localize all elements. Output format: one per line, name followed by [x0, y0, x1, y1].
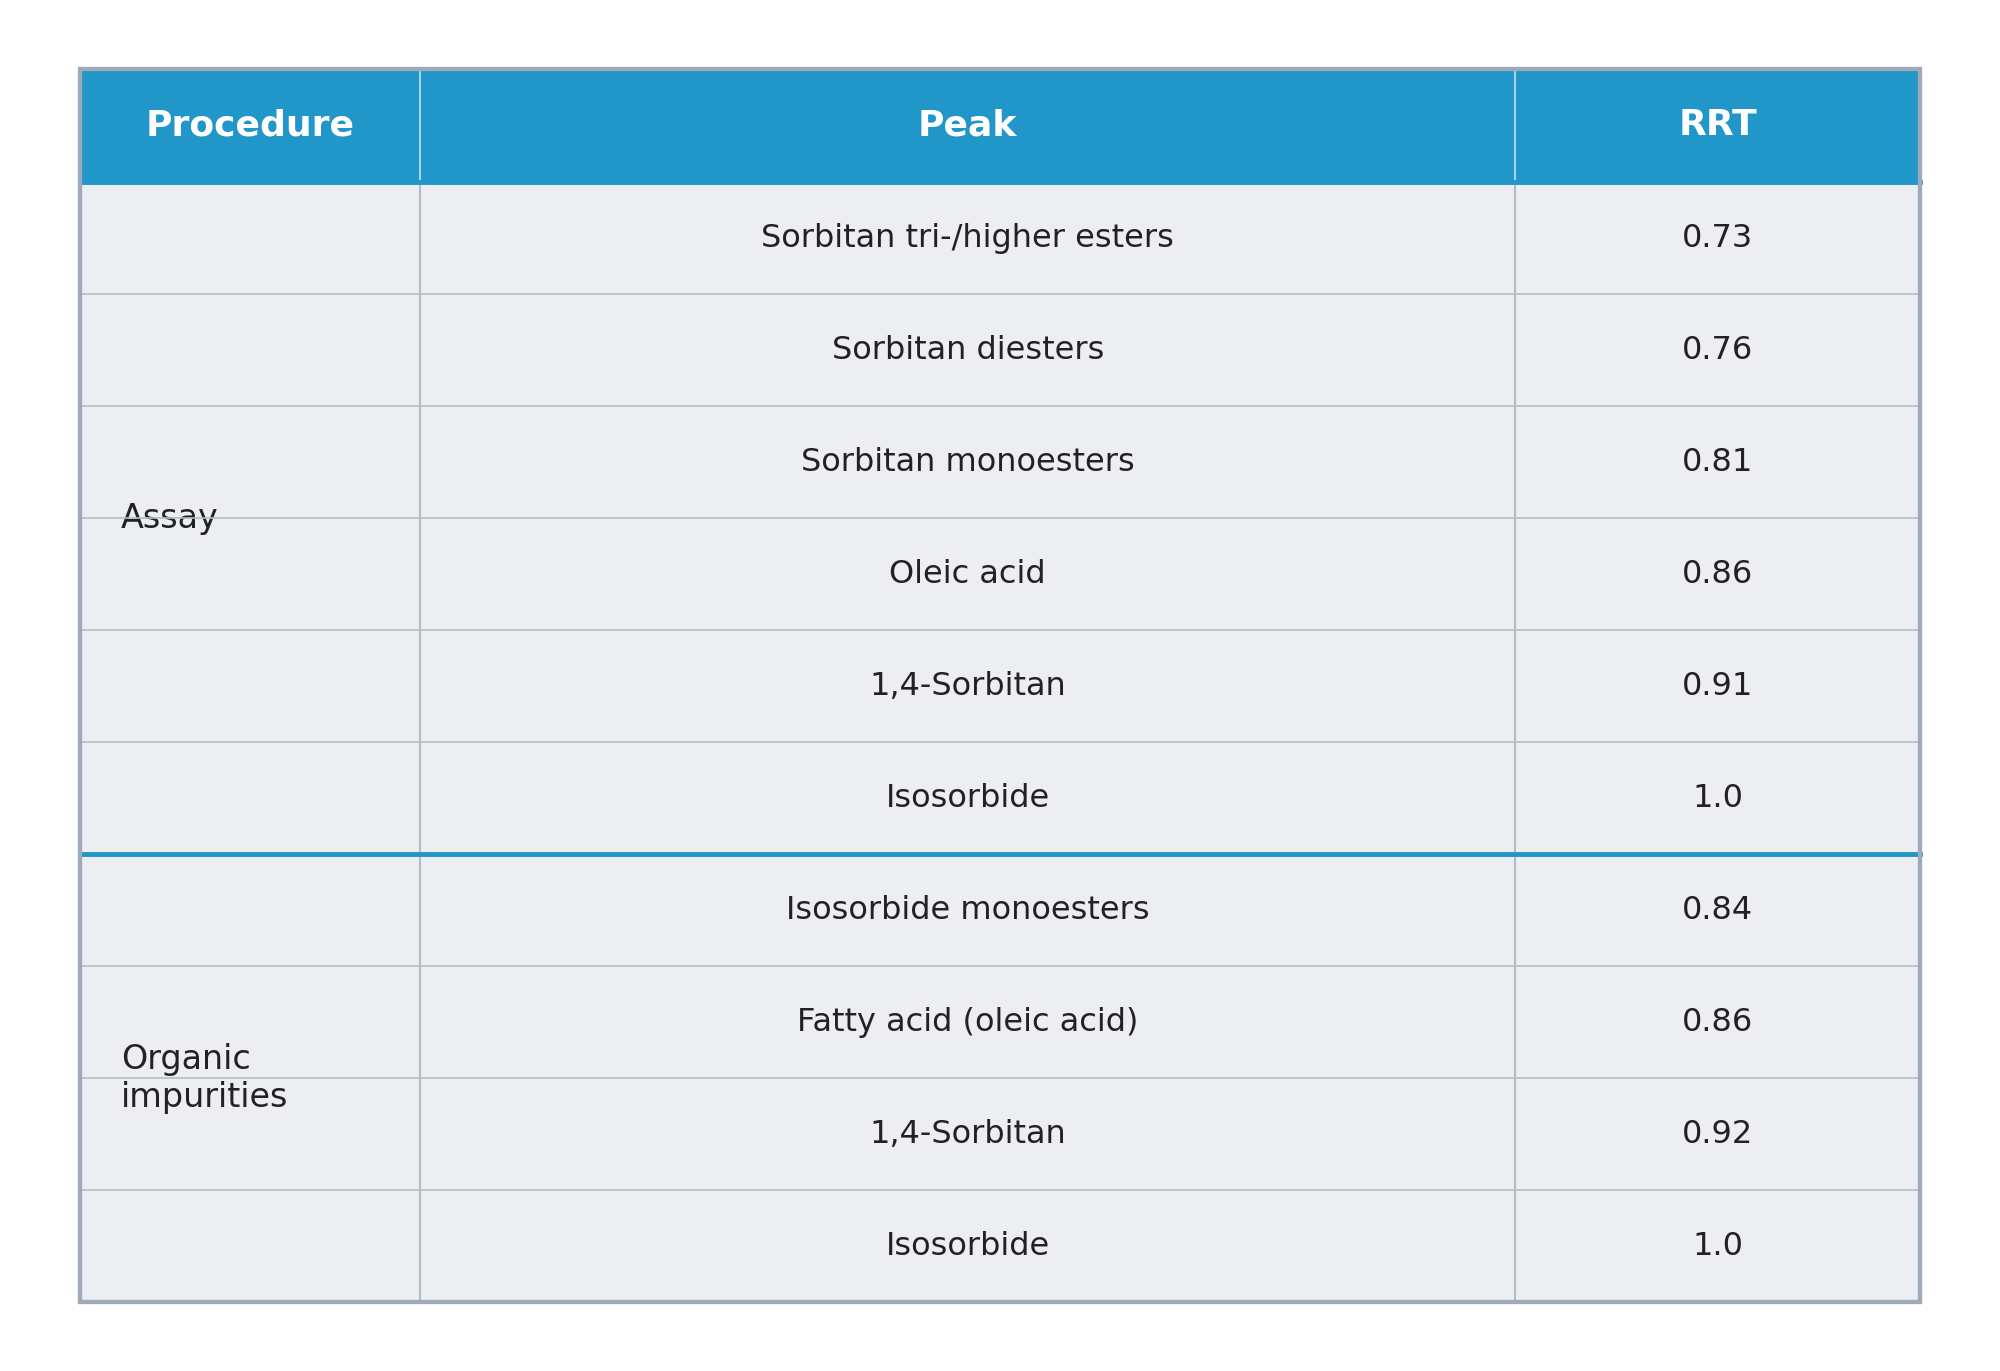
- Text: Assay: Assay: [120, 502, 218, 535]
- Text: 0.86: 0.86: [1682, 559, 1754, 590]
- Text: 0.91: 0.91: [1682, 670, 1754, 702]
- Text: 0.76: 0.76: [1682, 335, 1754, 366]
- Text: Sorbitan monoesters: Sorbitan monoesters: [800, 447, 1134, 477]
- Text: 0.92: 0.92: [1682, 1119, 1754, 1150]
- Bar: [80, 69, 1920, 1302]
- Text: Isosorbide: Isosorbide: [886, 783, 1050, 814]
- Text: Oleic acid: Oleic acid: [890, 559, 1046, 590]
- Text: 0.84: 0.84: [1682, 895, 1754, 925]
- Text: Isosorbide monoesters: Isosorbide monoesters: [786, 895, 1150, 925]
- Bar: [420, 69, 1516, 182]
- Text: 0.86: 0.86: [1682, 1006, 1754, 1038]
- Text: Organic
impurities: Organic impurities: [120, 1043, 288, 1115]
- Text: 1.0: 1.0: [1692, 783, 1744, 814]
- Text: 1.0: 1.0: [1692, 1231, 1744, 1261]
- Text: RRT: RRT: [1678, 108, 1756, 143]
- Text: 0.73: 0.73: [1682, 222, 1754, 254]
- Text: 0.81: 0.81: [1682, 447, 1754, 477]
- Bar: [1516, 69, 1920, 182]
- Bar: [80, 69, 420, 182]
- Text: Sorbitan tri-/higher esters: Sorbitan tri-/higher esters: [762, 222, 1174, 254]
- Text: Peak: Peak: [918, 108, 1018, 143]
- Text: 1,4-Sorbitan: 1,4-Sorbitan: [870, 670, 1066, 702]
- Text: Procedure: Procedure: [146, 108, 354, 143]
- Text: 1,4-Sorbitan: 1,4-Sorbitan: [870, 1119, 1066, 1150]
- Text: Sorbitan diesters: Sorbitan diesters: [832, 335, 1104, 366]
- Text: Fatty acid (oleic acid): Fatty acid (oleic acid): [798, 1006, 1138, 1038]
- Text: Isosorbide: Isosorbide: [886, 1231, 1050, 1261]
- Bar: [80, 69, 1920, 1302]
- Bar: [80, 182, 1920, 1302]
